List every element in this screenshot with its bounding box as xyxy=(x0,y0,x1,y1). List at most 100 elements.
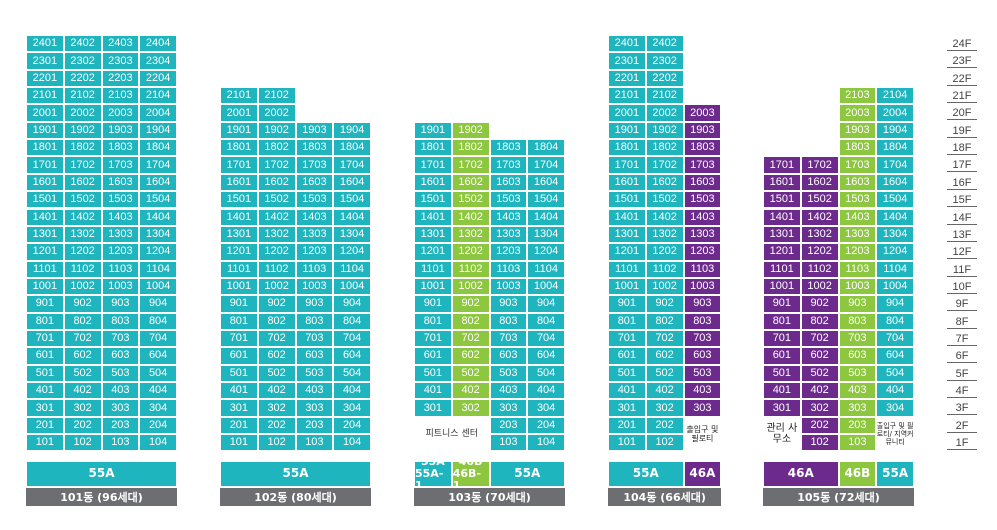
unit-cell: 201 xyxy=(608,416,646,435)
unit-cell: 1703 xyxy=(838,156,877,174)
unit-cell: 1201 xyxy=(763,243,801,261)
unit-cell: 1101 xyxy=(414,260,452,278)
unit-cell: 1904 xyxy=(139,121,177,140)
unit-cell: 1204 xyxy=(876,243,914,261)
unit-cell: 1003 xyxy=(838,277,877,296)
unit-cell: 902 xyxy=(451,295,490,313)
unit-cell: 903 xyxy=(101,295,140,313)
unit-cell: 101 xyxy=(26,434,64,452)
unit-cell: 301 xyxy=(220,399,258,417)
unit-cell: 2102 xyxy=(257,87,296,105)
unit-cell: 601 xyxy=(220,347,258,365)
unit-cell: 103 xyxy=(295,434,334,452)
unit-cell: 2402 xyxy=(63,35,102,53)
unit-cell: 302 xyxy=(257,399,296,417)
unit-cell: 1503 xyxy=(683,191,722,209)
unit-cell: 704 xyxy=(139,329,177,348)
unit-cell: 202 xyxy=(645,416,684,435)
unit-type-label: 46B xyxy=(844,466,871,481)
unit-cell: 1803 xyxy=(838,139,877,157)
unit-cell: 302 xyxy=(63,399,102,417)
unit-cell: 1803 xyxy=(101,139,140,157)
floor-label: 2F xyxy=(947,417,977,433)
unit-cell: 1802 xyxy=(257,139,296,157)
unit-cell: 1002 xyxy=(800,277,839,296)
unit-cell: 2304 xyxy=(139,52,177,70)
unit-cell: 1001 xyxy=(220,277,258,296)
unit-cell: 1803 xyxy=(489,139,528,157)
unit-cell: 304 xyxy=(139,399,177,417)
unit-cell: 1301 xyxy=(608,225,646,244)
floor-label: 22F xyxy=(947,70,977,86)
unit-cell: 1803 xyxy=(683,139,722,157)
unit-cell: 601 xyxy=(608,347,646,365)
unit-cell: 901 xyxy=(220,295,258,313)
unit-cell: 1202 xyxy=(63,243,102,261)
unit-cell: 501 xyxy=(26,364,64,382)
unit-cell: 801 xyxy=(220,312,258,330)
unit-cell: 501 xyxy=(220,364,258,382)
unit-cell: 901 xyxy=(608,295,646,313)
unit-cell: 1403 xyxy=(683,208,722,226)
unit-cell: 503 xyxy=(101,364,140,382)
unit-cell: 602 xyxy=(645,347,684,365)
unit-cell: 804 xyxy=(876,312,914,330)
unit-cell: 703 xyxy=(489,329,528,348)
unit-cell: 2102 xyxy=(645,87,684,105)
unit-cell: 802 xyxy=(451,312,490,330)
unit-cell: 203 xyxy=(838,416,877,435)
unit-cell: 803 xyxy=(838,312,877,330)
unit-cell: 803 xyxy=(489,312,528,330)
floor-label: 12F xyxy=(947,243,977,260)
unit-cell: 702 xyxy=(800,329,839,348)
unit-cell: 802 xyxy=(257,312,296,330)
unit-cell: 203 xyxy=(101,416,140,435)
unit-cell: 1904 xyxy=(876,121,914,140)
unit-cell: 1401 xyxy=(608,208,646,226)
unit-cell: 1604 xyxy=(139,173,177,192)
unit-cell: 1703 xyxy=(295,156,334,174)
unit-cell: 1204 xyxy=(333,243,371,261)
unit-cell: 1802 xyxy=(645,139,684,157)
unit-cell: 204 xyxy=(333,416,371,435)
unit-cell: 904 xyxy=(876,295,914,313)
unit-cell: 904 xyxy=(333,295,371,313)
unit-cell: 1903 xyxy=(101,121,140,140)
unit-cell: 2003 xyxy=(101,104,140,122)
unit-cell: 1002 xyxy=(257,277,296,296)
unit-cell: 2101 xyxy=(220,87,258,105)
unit-cell: 901 xyxy=(414,295,452,313)
building-name: 101동 (96세대) xyxy=(26,488,177,506)
unit-cell: 902 xyxy=(257,295,296,313)
unit-type-label: 55A xyxy=(420,454,445,468)
unit-cell: 1002 xyxy=(451,277,490,296)
unit-cell: 1702 xyxy=(63,156,102,174)
unit-cell: 601 xyxy=(763,347,801,365)
unit-cell: 604 xyxy=(527,347,565,365)
unit-cell: 1903 xyxy=(838,121,877,140)
unit-cell: 1302 xyxy=(257,225,296,244)
unit-cell: 501 xyxy=(414,364,452,382)
unit-cell: 1501 xyxy=(608,191,646,209)
floor-label: 17F xyxy=(947,156,977,173)
unit-cell: 1904 xyxy=(333,121,371,140)
unit-cell: 1502 xyxy=(800,191,839,209)
unit-cell: 202 xyxy=(800,416,839,435)
unit-cell: 1504 xyxy=(876,191,914,209)
unit-type-bar: 55A xyxy=(608,461,684,487)
unit-cell: 1701 xyxy=(220,156,258,174)
unit-cell: 1504 xyxy=(527,191,565,209)
unit-cell: 1004 xyxy=(527,277,565,296)
unit-cell: 502 xyxy=(63,364,102,382)
unit-cell: 1502 xyxy=(451,191,490,209)
unit-cell: 604 xyxy=(139,347,177,365)
unit-cell: 1303 xyxy=(101,225,140,244)
unit-cell: 1101 xyxy=(763,260,801,278)
unit-cell: 901 xyxy=(763,295,801,313)
unit-cell: 2204 xyxy=(139,69,177,88)
unit-cell: 1203 xyxy=(683,243,722,261)
unit-cell: 702 xyxy=(645,329,684,348)
unit-cell: 701 xyxy=(26,329,64,348)
unit-cell: 101 xyxy=(608,434,646,452)
unit-cell: 303 xyxy=(838,399,877,417)
